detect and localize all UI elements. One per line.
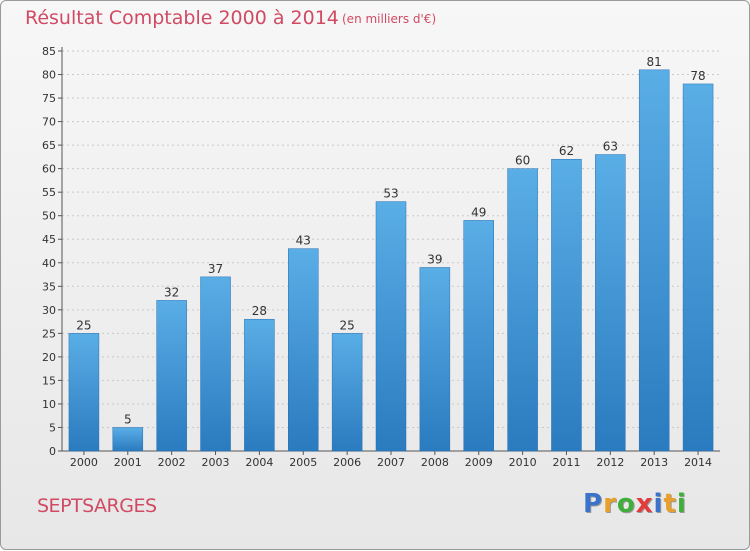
y-tick-label: 0 [49,445,56,458]
x-tick-label: 2010 [509,456,537,469]
bar-2004[interactable] [244,318,275,452]
y-tick-label: 65 [42,139,56,152]
y-tick-label: 85 [42,45,56,58]
x-tick-label: 2002 [158,456,186,469]
y-tick-label: 40 [42,257,56,270]
y-tick-label: 30 [42,304,56,317]
bar-value-label: 25 [76,318,91,332]
bar-2009[interactable] [463,220,494,452]
bar-2007[interactable] [375,201,407,452]
x-tick-label: 2012 [596,456,624,469]
logo-letter: P [583,489,604,519]
location-name: SEPTSARGES [37,495,157,517]
bar-value-label: 28 [252,304,267,318]
y-tick-label: 50 [42,210,56,223]
bar-value-label: 62 [559,144,574,158]
bar-value-label: 5 [124,412,132,426]
x-tick-label: 2007 [377,456,405,469]
bar-value-label: 37 [208,262,223,276]
y-tick-label: 80 [42,69,56,82]
x-tick-label: 2008 [421,456,449,469]
bar-2014[interactable] [682,83,714,452]
y-tick-label: 45 [42,233,56,246]
x-tick-label: 2001 [114,456,142,469]
y-tick-label: 15 [42,374,56,387]
y-tick-label: 70 [42,116,56,129]
bar-value-label: 49 [471,205,486,219]
x-tick-label: 2000 [70,456,98,469]
y-tick-label: 75 [42,92,56,105]
bar-2005[interactable] [288,248,319,452]
bar-value-label: 60 [515,154,530,168]
bar-2008[interactable] [419,267,451,452]
bar-2003[interactable] [200,276,231,452]
y-tick-label: 60 [42,163,56,176]
y-tick-label: 5 [49,421,56,434]
x-tick-label: 2009 [465,456,493,469]
y-tick-label: 35 [42,280,56,293]
bar-2006[interactable] [331,333,363,452]
chart-title: Résultat Comptable 2000 à 2014 [25,7,339,29]
bar-2000[interactable] [68,333,100,452]
x-tick-label: 2014 [684,456,712,469]
x-tick-label: 2004 [245,456,273,469]
logo-letter: t [663,489,677,519]
y-tick-label: 20 [42,351,56,364]
bar-value-label: 39 [427,252,442,266]
x-tick-label: 2013 [640,456,668,469]
bar-value-label: 25 [339,318,354,332]
proxiti-logo[interactable]: Proxiti [583,489,687,519]
logo-letter: r [603,489,617,519]
logo-letter: x [635,489,654,519]
bar-2001[interactable] [112,427,144,452]
bar-2013[interactable] [638,69,670,452]
bar-2012[interactable] [595,154,626,452]
bar-value-label: 32 [164,285,179,299]
bar-2002[interactable] [156,300,187,452]
bars [68,69,714,452]
logo-letter: o [616,489,636,519]
labels: 25 2000 5 2001 32 2002 37 2003 28 2004 43 2005 25 200… [70,55,712,469]
bar-value-label: 63 [603,140,618,154]
bar-value-label: 53 [383,187,398,201]
x-tick-label: 2005 [289,456,317,469]
x-tick-label: 2011 [552,456,580,469]
x-tick-label: 2006 [333,456,361,469]
y-tick-label: 55 [42,186,56,199]
chart-subtitle: (en milliers d'€) [342,12,437,26]
bar-value-label: 78 [690,69,705,83]
bar-value-label: 81 [647,55,662,69]
y-tick-label: 25 [42,327,56,340]
x-tick-label: 2003 [202,456,230,469]
bar-value-label: 43 [296,234,311,248]
logo-letter: i [653,489,664,519]
bar-2011[interactable] [551,158,582,452]
logo-letter: i [676,489,687,519]
y-tick-label: 10 [42,398,56,411]
bar-2010[interactable] [507,168,538,452]
